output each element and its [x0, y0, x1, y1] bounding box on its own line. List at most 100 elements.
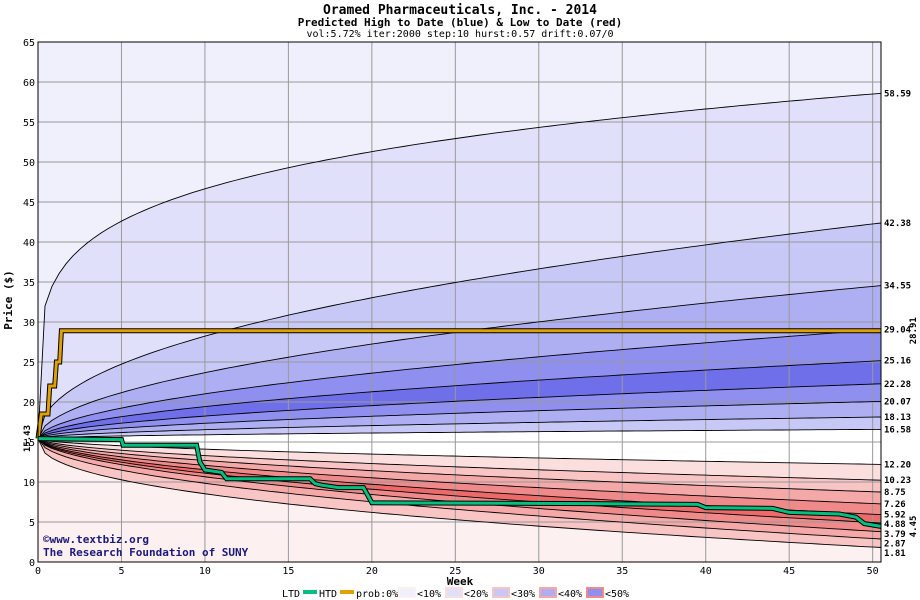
end-label-25.16: 25.16 — [884, 357, 911, 367]
band-low-outer — [38, 438, 881, 562]
legend-prob-swatch-30 — [539, 587, 557, 598]
y-tick-45: 45 — [23, 198, 35, 209]
end-label-4.88: 4.88 — [884, 520, 906, 530]
probability-bands — [38, 42, 881, 562]
low-band-line-7 — [37, 438, 882, 540]
x-tick-25: 25 — [449, 566, 461, 577]
end-label-10.23: 10.23 — [884, 476, 911, 486]
end-label-5.92: 5.92 — [884, 511, 906, 521]
y-tick-35: 35 — [23, 278, 35, 289]
y-tick-60: 60 — [23, 78, 35, 89]
legend-prob-10: <10% — [417, 589, 441, 600]
high-band-line-8 — [37, 428, 881, 440]
band-high-0 — [38, 42, 881, 439]
y-tick-65: 65 — [23, 38, 35, 49]
legend-htd-swatch — [340, 590, 354, 594]
htd-end-label: 28.91 — [909, 317, 919, 344]
chart-subtitle: Predicted High to Date (blue) & Low to D… — [298, 16, 623, 29]
plot-frame — [37, 41, 882, 563]
legend-prob-50: <50% — [605, 589, 629, 600]
end-label-16.58: 16.58 — [884, 425, 911, 435]
y-tick-10: 10 — [23, 478, 35, 489]
band-high-7 — [38, 401, 881, 439]
end-label-29.04: 29.04 — [884, 326, 912, 336]
band-end-labels: 58.59 42.38 34.55 29.04 25.16 22.28 20.07 18.13… — [884, 89, 912, 559]
y-tick-5: 5 — [29, 518, 35, 529]
y-tick-15: 15 — [23, 438, 35, 449]
y-tick-40: 40 — [23, 238, 35, 249]
band-low-8 — [38, 438, 881, 548]
low-band-line-1 — [37, 438, 882, 481]
y-axis-label: Price ($) — [2, 270, 15, 330]
legend-prob-20: <20% — [464, 589, 488, 600]
y-tick-20: 20 — [23, 398, 35, 409]
end-label-3.79: 3.79 — [884, 530, 906, 540]
band-high-5 — [38, 360, 881, 439]
y-tick-50: 50 — [23, 158, 35, 169]
x-tick-40: 40 — [700, 566, 712, 577]
ltd-line — [37, 437, 882, 528]
high-band-line-0 — [37, 92, 882, 439]
low-band-line-5 — [37, 438, 882, 524]
x-tick-5: 5 — [118, 566, 124, 577]
high-band-line-5 — [37, 383, 882, 439]
low-band-line-2 — [37, 438, 882, 493]
start-price-label: 15.43 — [23, 425, 33, 452]
legend-htd-label: HTD — [319, 589, 337, 600]
y-tick-0: 0 — [29, 558, 35, 569]
band-high-1 — [38, 93, 881, 439]
legend-prob-40: <40% — [558, 589, 582, 600]
end-label-8.75: 8.75 — [884, 488, 906, 498]
x-tick-35: 35 — [616, 566, 628, 577]
axis-ticks: 0 5 10 15 20 25 30 35 40 45 50 0 5 10 15 20 25 30 35 40 45 50… — [23, 38, 879, 577]
low-band-line-8 — [37, 438, 882, 548]
high-band-line-1 — [37, 222, 882, 439]
chart-title: Oramed Pharmaceuticals, Inc. - 2014 — [323, 3, 597, 18]
chart-params: vol:5.72% iter:2000 step:10 hurst:0.57 d… — [306, 29, 613, 40]
ltd-end-label: 4.45 — [909, 516, 919, 538]
end-label-7.26: 7.26 — [884, 500, 906, 510]
band-boundary-lines — [37, 92, 882, 548]
band-low-2 — [38, 438, 881, 492]
y-tick-30: 30 — [23, 318, 35, 329]
y-tick-25: 25 — [23, 358, 35, 369]
high-band-line-6 — [37, 400, 882, 440]
htd-line — [36, 329, 881, 439]
credit-organization: The Research Foundation of SUNY — [43, 546, 249, 559]
band-low-3 — [38, 438, 881, 504]
band-high-6 — [38, 383, 881, 439]
end-label-12.20: 12.20 — [884, 460, 911, 470]
end-label-58.59: 58.59 — [884, 89, 911, 99]
legend-prob-swatch-40 — [586, 587, 604, 598]
low-band-line-3 — [37, 438, 882, 505]
x-tick-10: 10 — [199, 566, 211, 577]
legend-prob-30: <30% — [511, 589, 535, 600]
plot-border — [37, 41, 882, 563]
band-high-8 — [38, 417, 881, 439]
end-label-1.81: 1.81 — [884, 549, 906, 559]
low-band-line-0 — [37, 438, 882, 465]
band-low-7 — [38, 438, 881, 539]
credit-website: ©www.textbiz.org — [43, 533, 149, 546]
legend-prob-0: prob:0% — [356, 589, 398, 600]
legend-prob-swatch-20 — [492, 587, 510, 598]
end-label-2.87: 2.87 — [884, 539, 906, 549]
high-band-line-3 — [37, 329, 882, 439]
x-tick-20: 20 — [366, 566, 378, 577]
band-high-4 — [38, 329, 881, 439]
high-band-line-7 — [37, 416, 882, 440]
band-low-1 — [38, 438, 881, 481]
legend-ltd-label: LTD — [282, 589, 300, 600]
series-lines — [35, 328, 882, 529]
x-axis-label: Week — [447, 575, 474, 588]
end-label-18.13: 18.13 — [884, 413, 911, 423]
band-low-4 — [38, 438, 881, 515]
legend-prob-swatch-0 — [398, 587, 416, 598]
x-tick-0: 0 — [35, 566, 41, 577]
x-tick-15: 15 — [282, 566, 294, 577]
end-label-34.55: 34.55 — [884, 282, 911, 292]
end-label-22.28: 22.28 — [884, 380, 911, 390]
y-tick-55: 55 — [23, 118, 35, 129]
high-band-line-4 — [37, 360, 882, 439]
